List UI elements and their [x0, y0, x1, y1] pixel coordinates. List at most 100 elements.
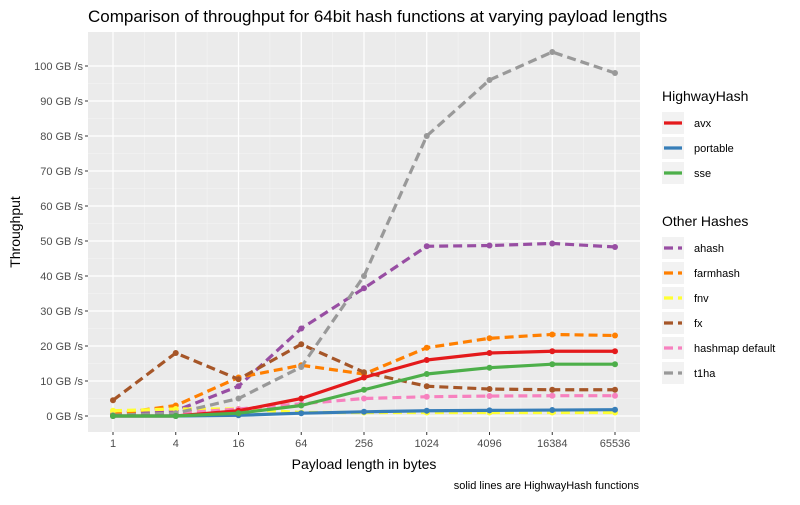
- point-farmhash: [612, 332, 618, 339]
- point-portable: [612, 406, 618, 413]
- point-avx: [486, 350, 493, 356]
- point-portable: [361, 408, 367, 415]
- point-t1ha: [361, 273, 367, 279]
- point-t1ha: [423, 133, 430, 139]
- point-sse: [298, 402, 305, 409]
- point-sse: [110, 413, 116, 419]
- legend-group-other-hashes: Other Hashes ahash farmhash fnv fx hashmap de…: [662, 213, 775, 384]
- x-tick-label: 65536: [600, 438, 631, 450]
- point-ahash: [423, 243, 430, 250]
- series-layer: [110, 49, 618, 419]
- point-sse: [423, 371, 430, 377]
- y-axis: 0 GB /s 10 GB /s 20 GB /s 30 GB /s 40 GB /s 5…: [34, 61, 88, 423]
- legend: HighwayHash avx portable sse Other Hashes aha…: [662, 88, 775, 384]
- y-tick-label: 100 GB /s: [34, 61, 83, 73]
- legend-label-avx: avx: [694, 118, 712, 130]
- point-portable: [486, 407, 493, 414]
- point-portable: [298, 410, 305, 417]
- point-fx: [298, 341, 305, 348]
- chart-caption: solid lines are HighwayHash functions: [454, 480, 640, 492]
- x-tick-label: 16: [232, 438, 244, 450]
- y-tick-label: 90 GB /s: [40, 96, 83, 108]
- y-tick-label: 30 GB /s: [40, 306, 83, 318]
- point-t1ha: [486, 77, 493, 83]
- point-sse: [361, 386, 367, 393]
- x-tick-label: 256: [355, 438, 373, 450]
- x-tick-label: 4: [173, 438, 179, 450]
- point-fx: [549, 386, 556, 393]
- point-t1ha: [235, 395, 242, 402]
- point-fx: [361, 369, 367, 376]
- line-ahash: [112, 241, 616, 417]
- point-t1ha: [298, 364, 305, 370]
- point-hashmap-default: [612, 392, 618, 399]
- point-portable: [423, 407, 430, 414]
- point-hashmap-default: [549, 392, 556, 399]
- y-tick-label: 60 GB /s: [40, 201, 83, 213]
- legend-label-farmhash: farmhash: [694, 268, 740, 280]
- y-tick-label: 10 GB /s: [40, 376, 83, 388]
- point-fx: [110, 397, 116, 404]
- point-avx: [361, 374, 367, 381]
- point-ahash: [235, 383, 242, 390]
- line-t1ha: [112, 50, 616, 417]
- x-axis: 1 4 16 64 256 1024 4096 16384 65536: [110, 432, 630, 450]
- point-farmhash: [486, 335, 493, 342]
- point-fx: [235, 376, 242, 383]
- legend-label-fnv: fnv: [694, 293, 709, 305]
- point-ahash: [612, 243, 618, 250]
- point-fx: [423, 383, 430, 390]
- series-fx: [110, 341, 618, 404]
- legend-group-highwayhash: HighwayHash avx portable sse: [662, 88, 748, 184]
- x-tick-label: 16384: [537, 438, 568, 450]
- point-t1ha: [549, 49, 556, 55]
- series-sse: [110, 361, 618, 419]
- point-avx: [612, 348, 618, 355]
- point-fnv: [110, 407, 116, 414]
- x-tick-label: 64: [295, 438, 307, 450]
- point-sse: [612, 361, 618, 368]
- point-avx: [549, 348, 556, 355]
- y-tick-label: 20 GB /s: [40, 341, 83, 353]
- y-tick-label: 80 GB /s: [40, 131, 83, 143]
- y-tick-label: 70 GB /s: [40, 166, 83, 178]
- point-farmhash: [423, 344, 430, 351]
- legend-label-ahash: ahash: [694, 243, 724, 255]
- point-ahash: [549, 240, 556, 247]
- x-tick-label: 1: [110, 438, 116, 450]
- y-tick-label: 50 GB /s: [40, 236, 83, 248]
- y-tick-label: 0 GB /s: [46, 411, 83, 423]
- legend-label-fx: fx: [694, 318, 703, 330]
- point-fx: [486, 386, 493, 393]
- legend-title-other-hashes: Other Hashes: [662, 213, 748, 229]
- point-portable: [549, 407, 556, 414]
- x-tick-label: 1024: [415, 438, 439, 450]
- point-sse: [486, 364, 493, 371]
- point-fnv: [172, 406, 179, 412]
- legend-label-sse: sse: [694, 168, 711, 180]
- point-ahash: [486, 242, 493, 249]
- point-fx: [172, 350, 179, 356]
- point-sse: [235, 410, 242, 417]
- legend-label-hashmap-default: hashmap default: [694, 343, 775, 355]
- point-fx: [612, 386, 618, 393]
- point-sse: [549, 361, 556, 368]
- point-ahash: [361, 285, 367, 292]
- point-hashmap-default: [361, 395, 367, 402]
- legend-title-highwayhash: HighwayHash: [662, 88, 748, 104]
- point-avx: [298, 395, 305, 402]
- y-axis-label: Throughput: [7, 196, 23, 268]
- point-t1ha: [612, 70, 618, 76]
- x-axis-label: Payload length in bytes: [292, 456, 437, 472]
- point-sse: [172, 413, 179, 419]
- point-hashmap-default: [486, 393, 493, 400]
- point-avx: [423, 357, 430, 363]
- legend-label-portable: portable: [694, 143, 734, 155]
- legend-label-t1ha: t1ha: [694, 368, 716, 380]
- x-tick-label: 4096: [477, 438, 501, 450]
- point-farmhash: [549, 331, 556, 338]
- point-hashmap-default: [423, 393, 430, 400]
- chart-title: Comparison of throughput for 64bit hash …: [88, 7, 667, 26]
- point-ahash: [298, 325, 305, 332]
